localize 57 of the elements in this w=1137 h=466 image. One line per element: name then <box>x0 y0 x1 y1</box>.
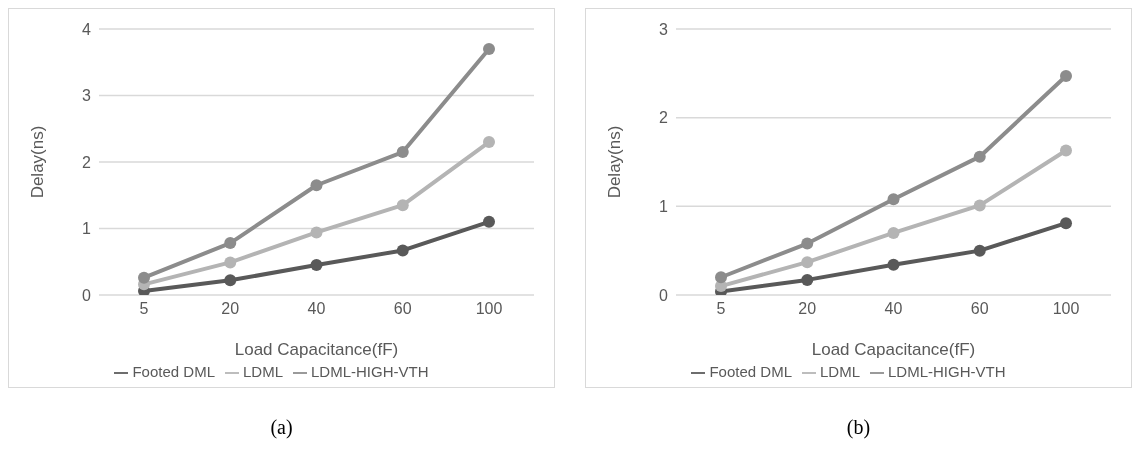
text: (a) <box>270 416 293 439</box>
point <box>224 274 237 287</box>
x-tick-label: 60 <box>970 300 989 318</box>
legend-label: Footed DML <box>132 362 215 380</box>
x-tick-label: 40 <box>307 300 326 318</box>
point <box>396 244 409 257</box>
legend-label: LDML-HIGH-VTH <box>888 362 1006 380</box>
point <box>973 150 986 163</box>
x-tick-label: 5 <box>716 300 726 318</box>
x-tick-label: 100 <box>475 300 503 318</box>
point <box>1060 144 1072 157</box>
y-tick-label: 0 <box>659 286 669 304</box>
legend-label: LDML <box>820 362 861 380</box>
point <box>887 258 900 271</box>
point <box>801 237 814 250</box>
legend-label: Footed DML <box>709 362 792 380</box>
point <box>310 226 323 239</box>
y-tick-label: 2 <box>82 153 92 171</box>
legend-label: LDML <box>243 362 284 380</box>
point <box>396 199 409 212</box>
y-tick-label: 2 <box>659 109 669 127</box>
point <box>483 42 495 55</box>
y-tick-label: 3 <box>82 87 92 105</box>
point <box>396 146 409 159</box>
point <box>715 271 727 284</box>
x-tick-label: 20 <box>798 300 817 318</box>
point <box>483 136 495 149</box>
point <box>138 271 150 284</box>
legend-label: LDML-HIGH-VTH <box>311 362 429 380</box>
x-tick-label: 5 <box>139 300 149 318</box>
x-tick-label: 60 <box>393 300 412 318</box>
x-tick-label: 20 <box>221 300 240 318</box>
point <box>1060 69 1072 82</box>
point <box>224 237 237 250</box>
point <box>801 273 814 286</box>
y-tick-label: 1 <box>659 197 669 215</box>
point <box>801 256 814 269</box>
x-axis-title: Load Capacitance(fF) <box>811 339 976 359</box>
point <box>310 259 323 272</box>
point <box>483 215 495 228</box>
x-tick-label: 40 <box>884 300 903 318</box>
point <box>973 244 986 257</box>
y-tick-label: 0 <box>82 286 92 304</box>
point <box>887 193 900 206</box>
y-axis-title: Delay(ns) <box>28 125 48 199</box>
point <box>224 256 237 269</box>
point <box>1060 217 1072 230</box>
point <box>310 179 323 192</box>
point <box>973 199 986 212</box>
y-axis-title: Delay(ns) <box>605 125 625 199</box>
y-tick-label: 1 <box>82 220 92 238</box>
point <box>887 226 900 239</box>
x-axis-title: Load Capacitance(fF) <box>234 339 399 359</box>
text: (b) <box>846 416 871 439</box>
y-tick-label: 3 <box>659 20 669 38</box>
y-tick-label: 4 <box>82 20 92 38</box>
x-tick-label: 100 <box>1052 300 1080 318</box>
